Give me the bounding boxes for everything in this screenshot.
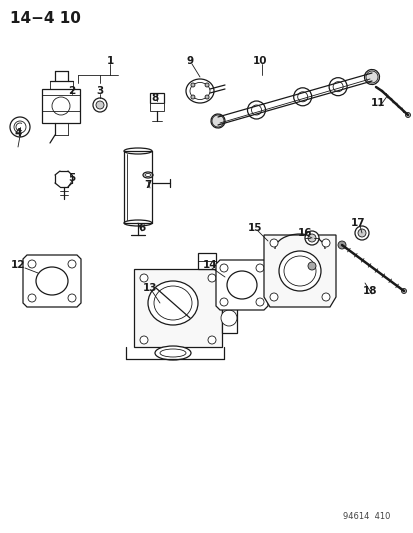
- Circle shape: [93, 98, 107, 112]
- Circle shape: [401, 288, 406, 294]
- Circle shape: [211, 115, 223, 127]
- Text: 2: 2: [68, 86, 76, 96]
- Circle shape: [204, 95, 209, 99]
- Circle shape: [28, 294, 36, 302]
- Text: 18: 18: [362, 286, 376, 296]
- Circle shape: [28, 260, 36, 268]
- Circle shape: [357, 229, 365, 237]
- Text: 9: 9: [186, 56, 193, 66]
- Ellipse shape: [154, 346, 190, 360]
- Circle shape: [337, 241, 345, 249]
- Circle shape: [255, 298, 263, 306]
- Circle shape: [10, 117, 30, 137]
- Text: 14: 14: [202, 260, 217, 270]
- Ellipse shape: [36, 267, 68, 295]
- Circle shape: [297, 92, 307, 102]
- Ellipse shape: [211, 114, 224, 128]
- Ellipse shape: [145, 174, 151, 176]
- Circle shape: [354, 226, 368, 240]
- Circle shape: [304, 231, 318, 245]
- Bar: [150, 103, 164, 111]
- Text: 8: 8: [151, 93, 158, 103]
- Ellipse shape: [283, 256, 315, 286]
- Ellipse shape: [226, 271, 256, 299]
- Circle shape: [221, 310, 236, 326]
- Circle shape: [321, 239, 329, 247]
- Text: 10: 10: [252, 56, 267, 66]
- Ellipse shape: [190, 83, 209, 100]
- Circle shape: [14, 121, 26, 133]
- Circle shape: [52, 97, 70, 115]
- Circle shape: [190, 95, 195, 99]
- Text: 16: 16: [297, 228, 311, 238]
- Ellipse shape: [124, 148, 152, 154]
- Polygon shape: [134, 269, 221, 347]
- Text: 15: 15: [247, 223, 261, 233]
- Text: 12: 12: [11, 260, 25, 270]
- Circle shape: [219, 264, 228, 272]
- Circle shape: [140, 274, 147, 282]
- Bar: [221, 303, 236, 333]
- Ellipse shape: [278, 251, 320, 291]
- Bar: [150, 93, 164, 103]
- Circle shape: [96, 101, 104, 109]
- Text: 17: 17: [350, 218, 364, 228]
- Polygon shape: [23, 255, 81, 307]
- Text: 3: 3: [96, 86, 103, 96]
- Text: 6: 6: [138, 223, 145, 233]
- Circle shape: [207, 274, 216, 282]
- Circle shape: [219, 298, 228, 306]
- Ellipse shape: [142, 172, 153, 178]
- Circle shape: [251, 105, 261, 115]
- Circle shape: [404, 112, 410, 117]
- Circle shape: [293, 88, 311, 106]
- Circle shape: [68, 294, 76, 302]
- Polygon shape: [216, 260, 267, 310]
- Circle shape: [269, 239, 277, 247]
- Circle shape: [307, 234, 315, 242]
- Text: 94614  410: 94614 410: [342, 512, 389, 521]
- Circle shape: [307, 262, 315, 270]
- Text: 14−4 10: 14−4 10: [10, 11, 81, 26]
- Circle shape: [204, 83, 209, 87]
- Circle shape: [321, 293, 329, 301]
- Circle shape: [140, 336, 147, 344]
- Text: 5: 5: [68, 173, 76, 183]
- Circle shape: [190, 83, 195, 87]
- Ellipse shape: [363, 69, 379, 85]
- Circle shape: [255, 264, 263, 272]
- Text: 11: 11: [370, 98, 385, 108]
- Ellipse shape: [185, 79, 214, 103]
- Circle shape: [207, 336, 216, 344]
- Circle shape: [247, 101, 265, 119]
- Text: 7: 7: [144, 180, 151, 190]
- Bar: [42, 89, 80, 123]
- Polygon shape: [263, 235, 335, 307]
- Circle shape: [269, 293, 277, 301]
- Circle shape: [68, 260, 76, 268]
- Ellipse shape: [154, 286, 192, 320]
- Bar: [197, 253, 216, 269]
- Circle shape: [328, 78, 346, 96]
- Ellipse shape: [124, 220, 152, 226]
- Circle shape: [365, 71, 377, 83]
- Circle shape: [332, 82, 342, 92]
- Ellipse shape: [147, 281, 197, 325]
- Ellipse shape: [159, 349, 185, 357]
- Text: 13: 13: [142, 283, 157, 293]
- Text: 1: 1: [106, 56, 113, 66]
- Text: 4: 4: [14, 128, 21, 138]
